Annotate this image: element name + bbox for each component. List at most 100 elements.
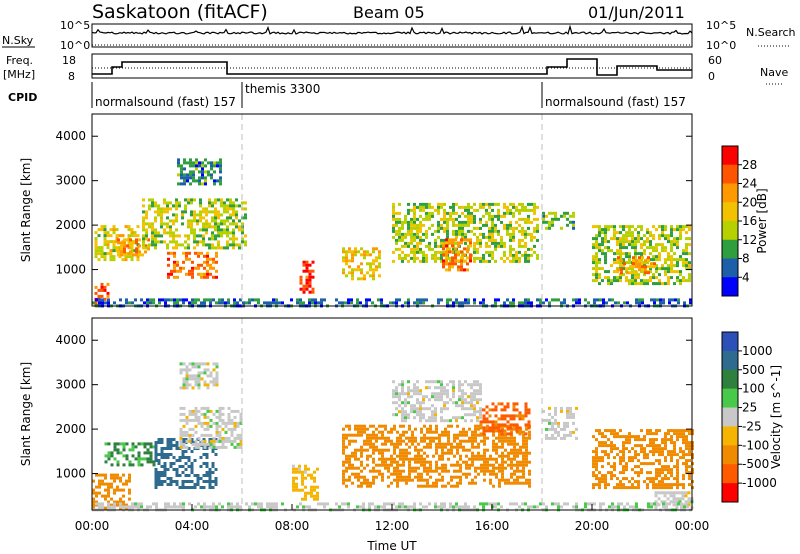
velocity-colorbar-swatch: [722, 426, 738, 446]
vel-cell-r7: [506, 420, 510, 424]
vel-cell-r3: [239, 436, 243, 440]
vel-cell-r6: [447, 469, 450, 473]
power-cell-r8: [437, 208, 440, 212]
vel-cell-r6: [348, 454, 351, 458]
vel-cell-r6: [360, 448, 363, 452]
vel-cell-r4: [188, 374, 192, 378]
vel-cell-r6: [492, 472, 495, 476]
vel-cell-r6: [510, 436, 513, 440]
vel-cell-r8: [467, 407, 470, 411]
vel-cell-r4: [197, 386, 201, 390]
vel-cell-r3: [200, 433, 204, 437]
vel-cell-r2: [175, 474, 179, 477]
power-cell-r3: [160, 213, 163, 217]
vel-cell-r12: [389, 502, 392, 506]
vel-cell-r6: [402, 463, 405, 467]
power-cell-r8: [494, 259, 497, 263]
vel-cell-r2: [163, 447, 167, 450]
xtick-label: 20:00: [575, 519, 610, 533]
vel-cell-r10: [655, 444, 658, 448]
vel-cell-r12: [662, 502, 665, 506]
power-cell-r8: [533, 211, 536, 215]
power-cell-r9: [448, 247, 451, 251]
vel-cell-r8: [404, 404, 407, 408]
vel-cell-r10: [634, 438, 637, 442]
power-cell-r5: [210, 167, 213, 171]
vel-cell-r12: [617, 505, 620, 509]
vel-cell-r10: [649, 441, 652, 445]
vel-cell-r10: [637, 438, 640, 442]
vel-cell-r6: [459, 457, 462, 461]
power-cell-r4: [200, 272, 203, 276]
vel-cell-r12: [347, 505, 350, 509]
vel-cell-r9: [566, 421, 569, 425]
power-colorbar-swatch: [722, 258, 738, 278]
vel-cell-r8: [467, 401, 470, 405]
power-cell-r11: [619, 261, 622, 265]
vel-cell-r10: [628, 432, 631, 436]
cpid-label: CPID: [8, 91, 37, 104]
vel-cell-r2: [205, 453, 209, 456]
power-cell-r2: [123, 241, 126, 245]
power-cell-r5: [198, 170, 201, 174]
power-cell-r8: [515, 253, 518, 257]
vel-cell-r10: [658, 468, 661, 472]
vel-cell-r3: [233, 439, 237, 443]
vel-cell-r6: [480, 463, 483, 467]
vel-cell-r6: [453, 445, 456, 449]
vel-cell-r6: [438, 457, 441, 461]
power-cell-r4: [191, 269, 194, 273]
power-cell-r11: [682, 264, 685, 268]
power-cell-r11: [670, 243, 673, 247]
vel-cell-r2: [202, 438, 206, 441]
vel-cell-r6: [342, 472, 345, 476]
power-cell-r8: [536, 223, 539, 227]
vel-cell-r2: [199, 456, 203, 459]
vel-cell-r6: [399, 454, 402, 458]
vel-cell-r4: [215, 383, 219, 387]
power-cell-r8: [488, 214, 491, 218]
vel-cell-r5: [292, 470, 295, 474]
vel-cell-r9: [572, 412, 575, 416]
power-cell-r8: [536, 226, 539, 230]
power-cell-r3: [145, 228, 148, 232]
cpid-segment-1: normalsound (fast) 157: [95, 95, 236, 109]
vel-cell-r2: [202, 453, 206, 456]
vel-cell-r8: [470, 398, 473, 402]
vel-cell-r4: [212, 383, 216, 387]
power-cell-r8: [401, 232, 404, 236]
velocity-colorbar-swatch: [722, 332, 738, 352]
velocity-colorbar-tick-label: -25: [742, 419, 762, 433]
vel-cell-r10: [613, 435, 616, 439]
power-cell-r12: [620, 271, 623, 275]
vel-cell-r6: [495, 475, 498, 479]
power-cell-r3: [154, 246, 157, 250]
power-cell-r1: [130, 228, 134, 232]
vel-cell-r10: [667, 432, 670, 436]
vel-cell-r1: [143, 445, 147, 449]
power-cell-r3: [232, 234, 235, 238]
power-cell-r3: [202, 222, 205, 226]
vel-cell-r6: [486, 466, 489, 470]
power-cell-r8: [509, 259, 512, 263]
vel-cell-r8: [440, 392, 443, 396]
vel-cell-r6: [342, 460, 345, 464]
vel-cell-r12: [683, 505, 686, 509]
power-cell-r8: [473, 241, 476, 245]
power-cell-r12: [647, 256, 650, 260]
vel-cell-r6: [501, 427, 504, 431]
vel-cell-r6: [492, 448, 495, 452]
vel-cell-r10: [685, 429, 688, 433]
vel-cell-r12: [308, 505, 311, 509]
power-cell-r3: [229, 231, 232, 235]
power-cell-r7: [360, 247, 363, 251]
vel-cell-r6: [399, 424, 402, 428]
power-cell-r2: [117, 250, 120, 254]
vel-cell-r6: [495, 460, 498, 464]
vel-cell-r11: [684, 491, 688, 495]
vel-cell-r3: [230, 433, 234, 437]
power-cell-r7: [342, 247, 345, 251]
vel-cell-r6: [429, 460, 432, 464]
vel-cell-r2: [157, 459, 161, 462]
vel-cell-r8: [428, 398, 431, 402]
